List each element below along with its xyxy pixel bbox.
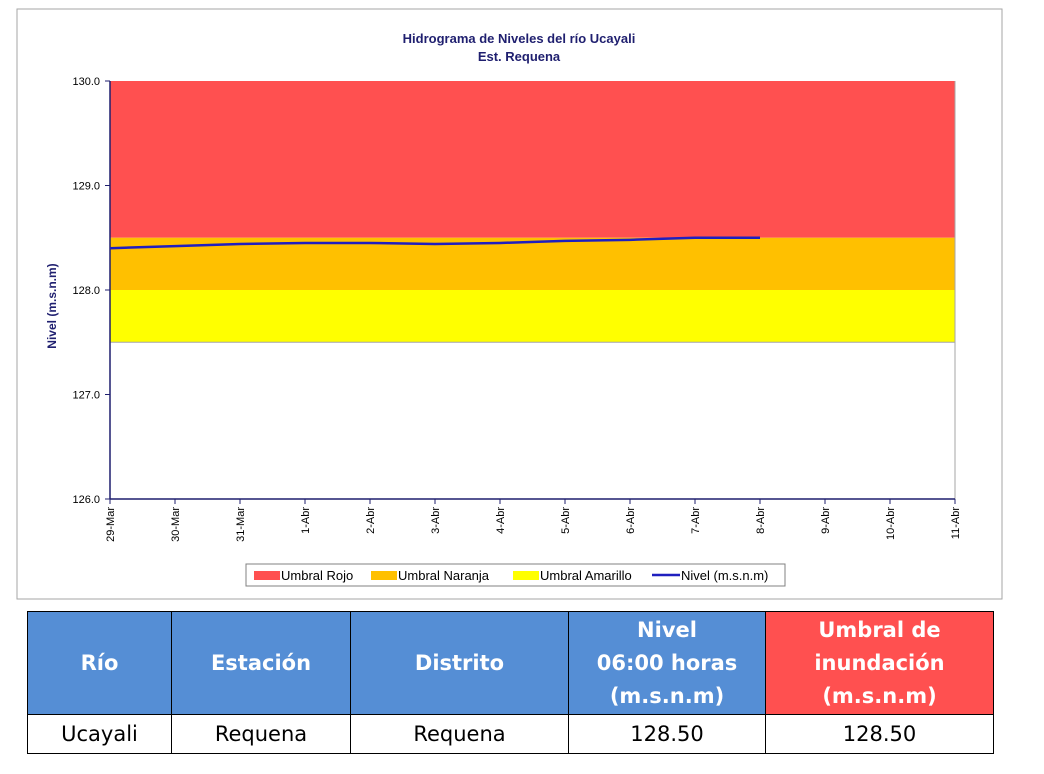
level-line (109, 236, 760, 250)
y-tick-label: 130.0 (72, 76, 100, 88)
y-tick-label: 127.0 (72, 390, 100, 402)
x-tick-label: 1-Abr (300, 507, 312, 534)
threshold-band (110, 81, 955, 238)
y-axis-label: Nivel (m.s.n.m) (45, 263, 59, 348)
y-tick-label: 126.0 (72, 494, 100, 506)
cell: Requena (171, 714, 351, 754)
x-tick-label: 6-Abr (625, 507, 637, 534)
header-row: Río Estación Distrito Nivel 06:00 horas (m.s.… (27, 611, 994, 715)
x-tick-label: 11-Abr (950, 507, 962, 540)
y-tick-label: 129.0 (72, 181, 100, 193)
header-text: (m.s.n.m) (609, 683, 725, 708)
x-tick-label: 9-Abr (820, 507, 832, 534)
cell: Requena (350, 714, 569, 754)
y-tick-label: 128.0 (72, 285, 100, 297)
x-tick-label: 3-Abr (430, 507, 442, 534)
legend-label: Umbral Naranja (398, 568, 490, 583)
header-cell: Umbral de inundación (m.s.n.m) (765, 611, 994, 715)
x-tick-label: 29-Mar (105, 507, 117, 542)
x-tick-label: 2-Abr (365, 507, 377, 534)
header-text: Distrito (414, 650, 505, 675)
header-text: Estación (210, 650, 312, 675)
x-tick-label: 4-Abr (495, 507, 507, 534)
threshold-band (110, 290, 955, 343)
cell: Ucayali (27, 714, 172, 754)
header-cell: Distrito (350, 611, 569, 715)
legend-label: Nivel (m.s.n.m) (681, 568, 768, 583)
legend-label: Umbral Rojo (281, 568, 353, 583)
threshold-band (110, 237, 955, 290)
table: Río Estación Distrito Nivel 06:00 horas (m.s.… (27, 611, 994, 754)
x-tick-label: 31-Mar (235, 507, 247, 542)
cell: 128.50 (568, 714, 766, 754)
x-tick-label: 7-Abr (690, 507, 702, 534)
x-tick-label: 5-Abr (560, 507, 572, 534)
header-text: (m.s.n.m) (822, 683, 937, 708)
header-text: Umbral de (818, 617, 941, 642)
legend-swatch (254, 571, 280, 580)
header-text: Río (80, 650, 119, 675)
legend-swatch (513, 571, 539, 580)
data-row: Ucayali Requena Requena 128.50 128.50 (27, 714, 994, 754)
x-tick-label: 10-Abr (885, 507, 897, 540)
header-text: Nivel (637, 617, 697, 642)
cell: 128.50 (765, 714, 994, 754)
chart-title: Hidrograma de Niveles del río Ucayali (403, 31, 636, 46)
header-cell: Nivel 06:00 horas (m.s.n.m) (568, 611, 766, 715)
chart-subtitle: Est. Requena (478, 49, 561, 64)
legend-swatch (371, 571, 397, 580)
header-text: inundación (814, 650, 945, 675)
header-cell: Río (27, 611, 172, 715)
x-tick-label: 8-Abr (755, 507, 767, 534)
x-tick-label: 30-Mar (170, 507, 182, 542)
legend-label: Umbral Amarillo (540, 568, 632, 583)
header-text: 06:00 horas (596, 650, 738, 675)
header-cell: Estación (171, 611, 351, 715)
chart: Hidrograma de Niveles del río Ucayali Es… (16, 8, 1003, 600)
